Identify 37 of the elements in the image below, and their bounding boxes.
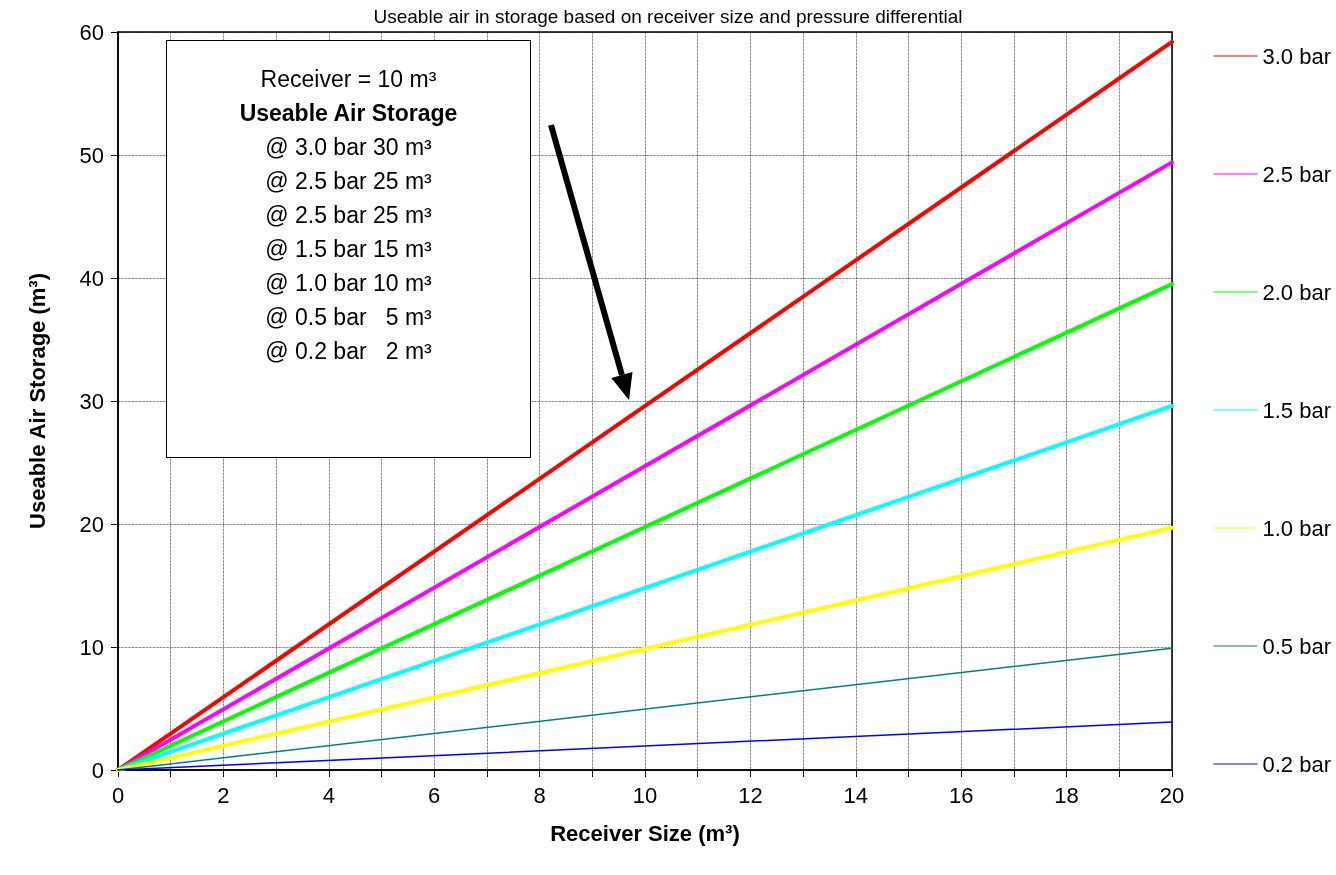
- x-tick-label: 2: [217, 782, 230, 808]
- y-tick-label: 10: [79, 634, 104, 660]
- x-tick-label: 4: [322, 782, 335, 808]
- x-tick-label: 8: [533, 782, 546, 808]
- annotation: @ 2.5 bar 25 m³: [264, 201, 433, 230]
- y-tick-label: 0: [91, 757, 104, 783]
- legend-label: 3.0 bar: [1262, 43, 1332, 69]
- legend-label: 1.0 bar: [1262, 515, 1332, 541]
- x-tick-label: 10: [632, 782, 658, 808]
- legend-label: 2.5 bar: [1262, 161, 1332, 187]
- x-tick-label: 12: [738, 782, 763, 808]
- annotation: @ 0.2 bar 2 m³: [264, 337, 433, 366]
- legend-label: 1.5 bar: [1262, 397, 1332, 423]
- annotation: @ 1.5 bar 15 m³: [264, 235, 433, 264]
- annotation: @ 2.5 bar 25 m³: [264, 167, 433, 196]
- x-tick-label: 6: [428, 782, 441, 808]
- chart-title: Useable air in storage based on receiver size and pressure differential: [373, 6, 963, 27]
- x-axis-title: Receiver Size (m³): [550, 820, 740, 846]
- annotation: @ 0.5 bar 5 m³: [264, 303, 433, 332]
- x-tick-label: 18: [1054, 782, 1079, 808]
- y-tick-label: 40: [79, 265, 104, 291]
- annotation: Receiver = 10 m³: [259, 65, 438, 94]
- legend-label: 2.0 bar: [1262, 279, 1332, 305]
- x-tick-label: 0: [111, 782, 125, 808]
- y-tick-label: 50: [79, 142, 104, 168]
- annotation: @ 3.0 bar 30 m³: [264, 133, 433, 162]
- annotation: Useable Air Storage: [238, 99, 459, 128]
- annotation: @ 1.0 bar 10 m³: [264, 269, 433, 298]
- legend-label: 0.5 bar: [1262, 633, 1332, 659]
- x-tick-label: 20: [1159, 782, 1185, 808]
- y-tick-label: 20: [79, 511, 104, 537]
- y-axis-title: Useable Air Storage (m³): [24, 273, 50, 529]
- legend-label: 0.2 bar: [1262, 751, 1332, 777]
- x-tick-label: 16: [948, 782, 974, 808]
- y-tick-label: 30: [79, 388, 104, 414]
- y-tick-label: 60: [79, 19, 104, 45]
- x-tick-label: 14: [843, 782, 869, 808]
